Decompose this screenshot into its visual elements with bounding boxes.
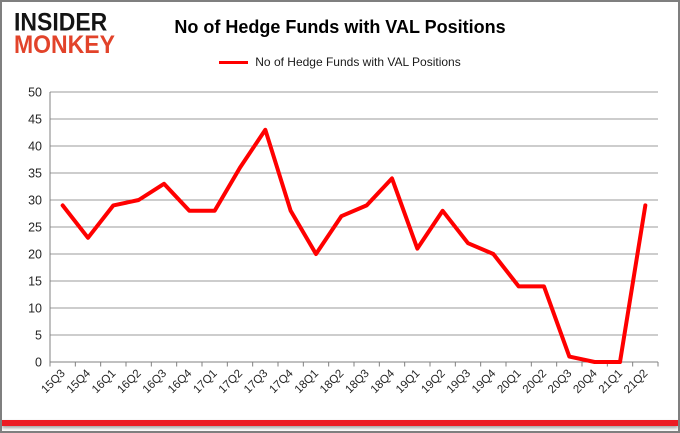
chart-legend: No of Hedge Funds with VAL Positions	[2, 55, 678, 69]
x-tick-label: 17Q1	[191, 368, 219, 396]
x-tick-label: 15Q3	[39, 368, 67, 396]
y-tick-label: 45	[28, 113, 42, 127]
y-tick-label: 20	[28, 248, 42, 262]
y-axis-labels: 0 5 10 15 20 25 30 35 40 45 50	[28, 86, 42, 370]
x-tick-label: 20Q4	[571, 367, 600, 396]
x-tick-label: 21Q1	[597, 368, 625, 396]
x-tick-label: 19Q2	[419, 368, 447, 396]
x-tick-label: 20Q2	[521, 368, 549, 396]
x-tick-label: 21Q2	[622, 368, 650, 396]
insider-monkey-logo: INSIDER MONKEY	[14, 7, 115, 59]
x-tick-label: 16Q1	[90, 368, 118, 396]
y-tick-label: 15	[28, 275, 42, 289]
x-tick-label: 18Q4	[369, 367, 398, 396]
x-tick-label: 17Q4	[267, 367, 296, 396]
logo-line-insider: INSIDER	[14, 7, 108, 36]
y-tick-label: 25	[28, 221, 42, 235]
chart-title: No of Hedge Funds with VAL Positions	[174, 17, 506, 37]
x-tick-label: 16Q3	[141, 368, 169, 396]
x-axis-labels: 15Q315Q416Q116Q216Q316Q417Q117Q217Q317Q4…	[39, 367, 650, 396]
y-tick-label: 50	[28, 86, 42, 100]
x-axis-ticks	[49, 362, 659, 367]
y-tick-label: 5	[35, 329, 42, 343]
y-tick-label: 35	[28, 167, 42, 181]
x-tick-label: 17Q2	[217, 368, 245, 396]
x-tick-label: 18Q1	[293, 368, 321, 396]
series-line	[60, 127, 648, 364]
x-tick-label: 20Q3	[546, 368, 574, 396]
y-tick-label: 0	[35, 356, 42, 370]
x-tick-label: 16Q2	[115, 368, 143, 396]
x-tick-label: 20Q1	[495, 368, 523, 396]
y-tick-label: 10	[28, 302, 42, 316]
x-tick-label: 18Q2	[318, 368, 346, 396]
bottom-red-bar	[2, 420, 678, 426]
x-tick-label: 16Q4	[166, 367, 195, 396]
x-tick-label: 18Q3	[343, 368, 371, 396]
y-tick-label: 30	[28, 194, 42, 208]
y-tick-label: 40	[28, 140, 42, 154]
logo-line-monkey: MONKEY	[14, 30, 115, 59]
legend-label: No of Hedge Funds with VAL Positions	[255, 55, 461, 69]
x-tick-label: 17Q3	[242, 368, 270, 396]
x-tick-label: 19Q1	[394, 368, 422, 396]
x-tick-label: 19Q3	[445, 368, 473, 396]
x-tick-label: 19Q4	[470, 367, 499, 396]
x-tick-label: 15Q4	[65, 367, 94, 396]
gridlines	[50, 91, 658, 363]
legend-line-marker-icon	[219, 60, 249, 64]
